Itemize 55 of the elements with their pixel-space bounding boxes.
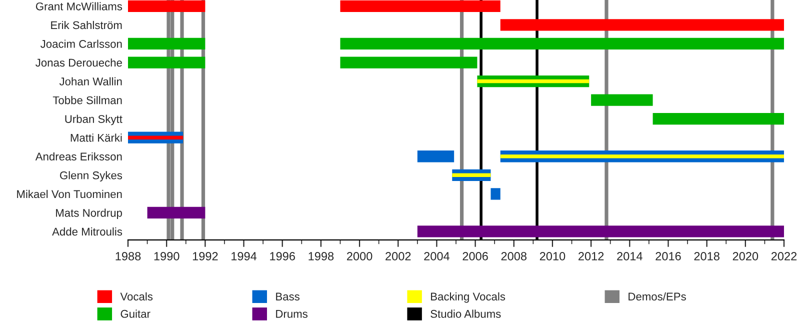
x-tick-label: 1992 (192, 252, 218, 260)
y-tick-label: Andreas Eriksson (35, 152, 122, 161)
y-tick-label: Mats Nordrup (56, 208, 122, 220)
x-tick-label: 2022 (771, 252, 797, 260)
legend-label: Backing Vocals (431, 292, 506, 303)
legend-label: Guitar (120, 310, 150, 318)
x-tick-label: 1996 (270, 252, 295, 260)
y-tick-label: Erik Sahlström (51, 20, 122, 30)
x-tick-label: 2000 (346, 252, 372, 260)
y-tick-label: Glenn Sykes (60, 171, 122, 182)
bar (128, 56, 206, 68)
bar (652, 113, 784, 125)
bar (500, 19, 784, 31)
y-tick-label: Grant McWilliams (36, 2, 122, 10)
x-tick-label: 2016 (656, 252, 681, 260)
bar (340, 38, 784, 50)
bar (128, 0, 206, 12)
legend-label: Vocals (120, 292, 153, 300)
x-tick-label: 2002 (386, 252, 411, 260)
y-tick-label: Johan Wallin (59, 77, 122, 86)
x-tick-label: 1998 (308, 252, 334, 260)
legend-label: Demos/EPs (628, 292, 686, 300)
bar (340, 0, 500, 12)
x-tick-label: 2004 (424, 252, 450, 260)
y-tick-label: Joacim Carlsson (40, 40, 122, 48)
x-tick-label: 2020 (732, 252, 758, 260)
bar (128, 38, 206, 50)
x-tick-label: 1990 (154, 252, 180, 260)
bar (417, 226, 784, 238)
bar (477, 79, 590, 84)
x-tick-label: 2008 (501, 252, 526, 260)
y-tick-label: Urban Skytt (65, 114, 122, 126)
y-tick-label: Jonas Deroueche (36, 58, 122, 67)
bar (147, 206, 206, 219)
bar (591, 94, 653, 106)
bar (500, 154, 784, 158)
x-tick-label: 2018 (694, 252, 720, 260)
bar (417, 150, 454, 162)
x-tick-label: 2014 (617, 252, 642, 260)
x-tick-label: 2010 (540, 252, 566, 260)
y-tick-label: Adde Mitroulis (52, 227, 122, 236)
x-tick-label: 2006 (462, 252, 488, 260)
legend-label: Drums (276, 310, 308, 318)
bar (340, 56, 478, 68)
legend-label: Studio Albums (430, 310, 501, 318)
x-tick-label: 1994 (232, 252, 257, 260)
bar (490, 188, 500, 200)
y-tick-label: Mikael Von Tuominen (17, 190, 122, 198)
bar (128, 136, 183, 140)
legend-label: Bass (276, 292, 300, 300)
bar (452, 173, 491, 178)
x-tick-label: 2012 (578, 252, 604, 260)
y-tick-label: Tobbe Sillman (52, 96, 122, 104)
y-tick-label: Matti Kärki (70, 134, 122, 142)
x-tick-label: 1988 (116, 252, 141, 260)
